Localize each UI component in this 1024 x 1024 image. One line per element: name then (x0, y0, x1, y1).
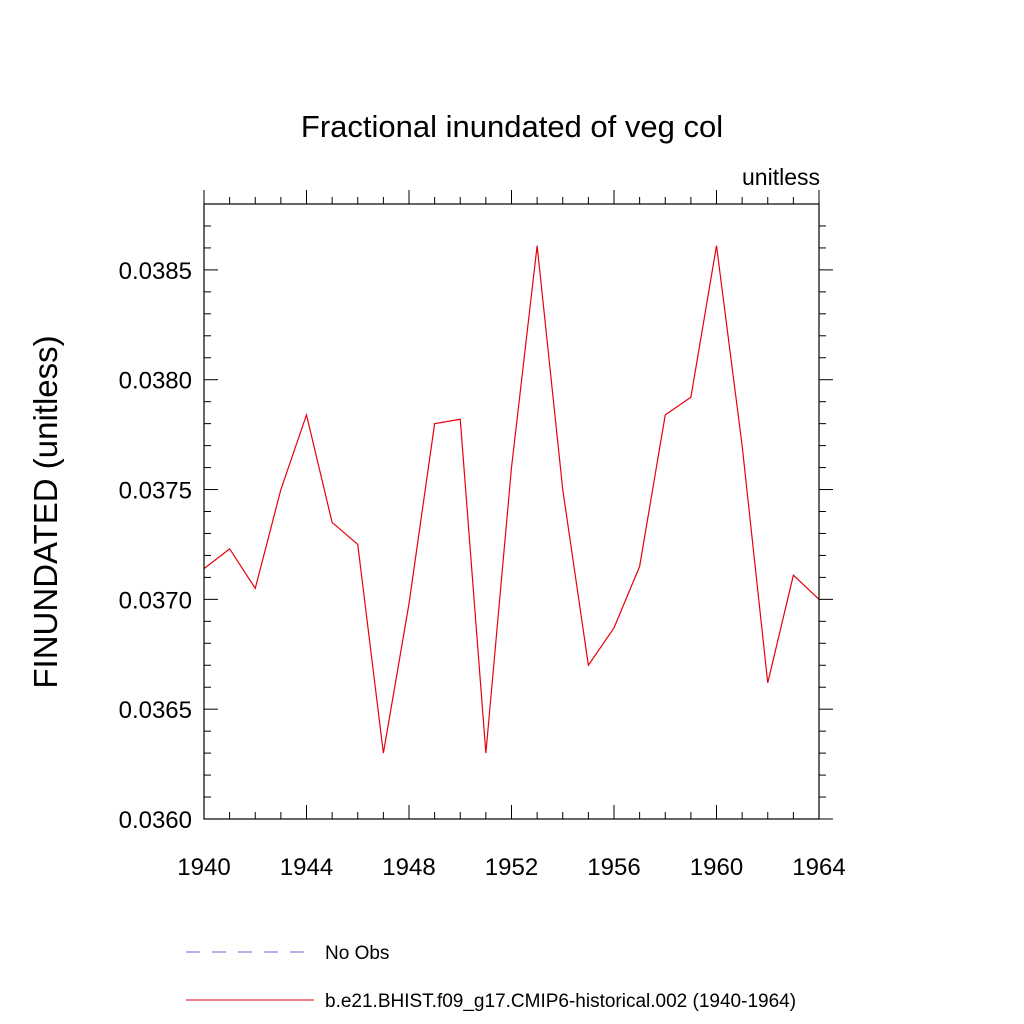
x-tick-label: 1940 (177, 854, 230, 881)
series-line-1 (203, 245, 820, 754)
x-tick-label: 1956 (587, 854, 640, 881)
plot-frame (203, 203, 820, 820)
y-tick-label: 0.0380 (119, 368, 192, 395)
y-tick-label: 0.0365 (119, 697, 192, 724)
x-tick-label: 1952 (485, 854, 538, 881)
units-label: unitless (742, 164, 820, 190)
y-axis-label: FINUNDATED (unitless) (27, 335, 64, 688)
x-tick-label: 1964 (792, 854, 845, 881)
y-tick-label: 0.0370 (119, 587, 192, 614)
legend: No Obs b.e21.BHIST.f09_g17.CMIP6-historic… (186, 943, 796, 1012)
axis-ticks (203, 190, 833, 820)
x-tick-label: 1944 (280, 854, 333, 881)
legend-label: b.e21.BHIST.f09_g17.CMIP6-historical.002… (325, 991, 796, 1012)
x-tick-label: 1948 (382, 854, 435, 881)
y-tick-label: 0.0385 (119, 258, 192, 285)
legend-label: No Obs (325, 943, 389, 964)
plot-series (203, 245, 820, 754)
y-tick-label: 0.0375 (119, 478, 192, 505)
x-tick-label: 1960 (690, 854, 743, 881)
tick-labels: 1940 1944 1948 1952 1956 1960 1964 0.0360 0.0365… (119, 258, 846, 881)
chart-title: Fractional inundated of veg col (301, 109, 723, 144)
y-tick-label: 0.0360 (119, 807, 192, 834)
